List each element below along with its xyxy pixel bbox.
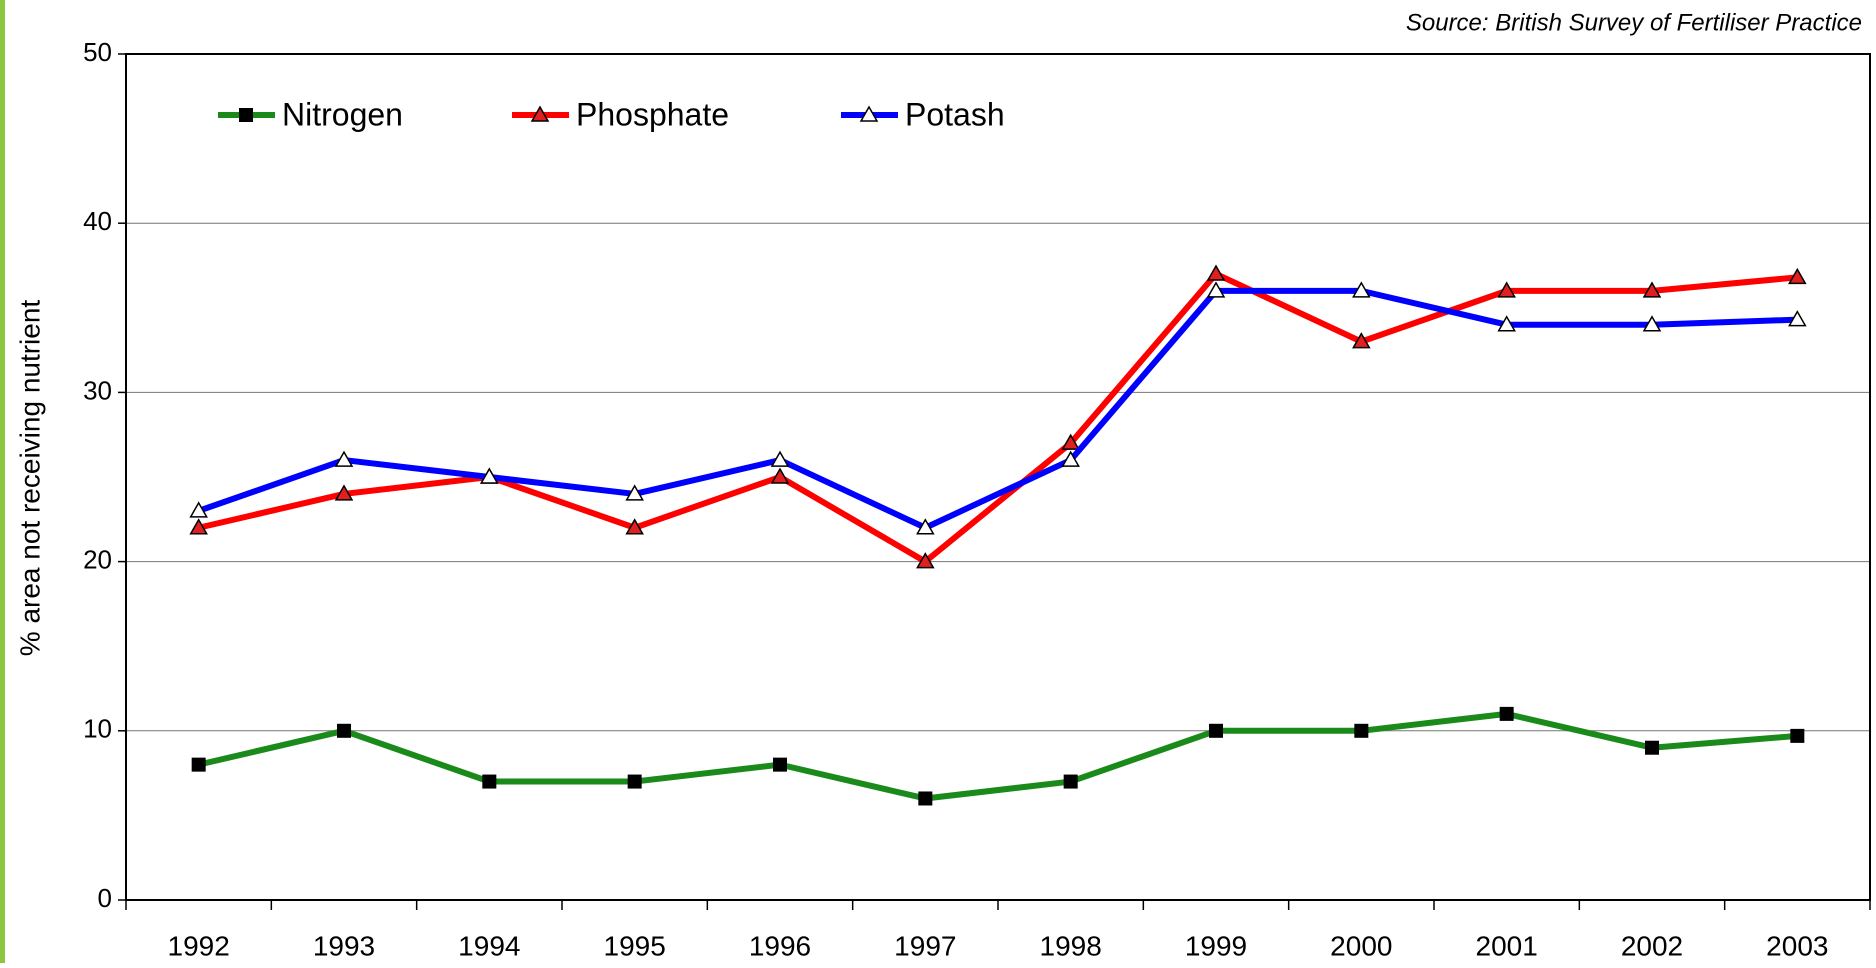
marker: [1061, 450, 1080, 467]
x-tick-label: 1997: [894, 930, 956, 961]
marker: [1788, 267, 1807, 285]
x-tick-label: 2003: [1766, 930, 1828, 961]
legend-label: Nitrogen: [282, 96, 403, 132]
legend-marker: [239, 108, 253, 122]
marker: [1206, 264, 1226, 281]
series-line: [197, 270, 1798, 565]
x-tick-label: 1996: [749, 930, 811, 961]
x-tick-label: 1999: [1185, 930, 1247, 961]
legend-label: Potash: [905, 96, 1005, 132]
marker: [1063, 774, 1078, 789]
marker: [770, 467, 790, 484]
marker: [1642, 281, 1662, 298]
marker: [625, 484, 644, 501]
series-line: [197, 287, 1798, 531]
y-tick-label: 30: [83, 375, 112, 405]
marker: [1645, 740, 1659, 755]
marker: [337, 723, 351, 738]
marker: [334, 484, 354, 501]
marker: [1790, 728, 1805, 743]
legend-marker: [530, 105, 550, 122]
marker: [1642, 315, 1662, 332]
marker: [773, 757, 787, 772]
y-tick-label: 0: [98, 883, 112, 913]
marker: [627, 774, 642, 789]
x-tick-label: 2001: [1476, 930, 1538, 961]
x-tick-label: 1998: [1040, 930, 1102, 961]
x-tick-label: 1994: [458, 930, 520, 961]
plot-frame: [125, 53, 1871, 901]
marker: [1061, 433, 1080, 450]
marker: [918, 791, 933, 806]
legend-label: Phosphate: [576, 96, 729, 132]
marker: [770, 450, 790, 467]
marker: [191, 757, 206, 772]
marker: [480, 467, 499, 484]
x-tick-label: 2000: [1330, 930, 1392, 961]
marker: [916, 552, 935, 569]
marker: [625, 518, 644, 535]
marker: [189, 518, 208, 535]
source-note: Source: British Survey of Fertiliser Pra…: [1406, 9, 1862, 36]
marker: [482, 774, 497, 789]
marker: [1497, 281, 1516, 298]
y-tick-label: 40: [83, 206, 112, 236]
marker: [334, 450, 354, 467]
y-tick-label: 20: [83, 544, 112, 574]
marker: [1206, 281, 1226, 298]
marker: [1499, 706, 1514, 721]
x-tick-label: 2002: [1621, 930, 1683, 961]
marker: [1788, 310, 1807, 327]
marker: [1352, 281, 1371, 298]
x-tick-label: 1995: [604, 930, 666, 961]
x-tick-label: 1993: [313, 930, 375, 961]
marker: [916, 518, 935, 535]
y-tick-label: 10: [83, 714, 112, 744]
marker: [1497, 315, 1516, 332]
marker: [189, 501, 208, 518]
series-line: [197, 710, 1798, 802]
y-tick-label: 50: [83, 37, 112, 67]
side-strip: [0, 0, 5, 963]
marker: [1354, 723, 1369, 738]
y-axis-label: % area not receiving nutrient: [14, 300, 45, 657]
marker: [1209, 723, 1223, 738]
marker: [1352, 332, 1371, 349]
x-tick-label: 1992: [168, 930, 230, 961]
legend-marker: [859, 105, 879, 122]
